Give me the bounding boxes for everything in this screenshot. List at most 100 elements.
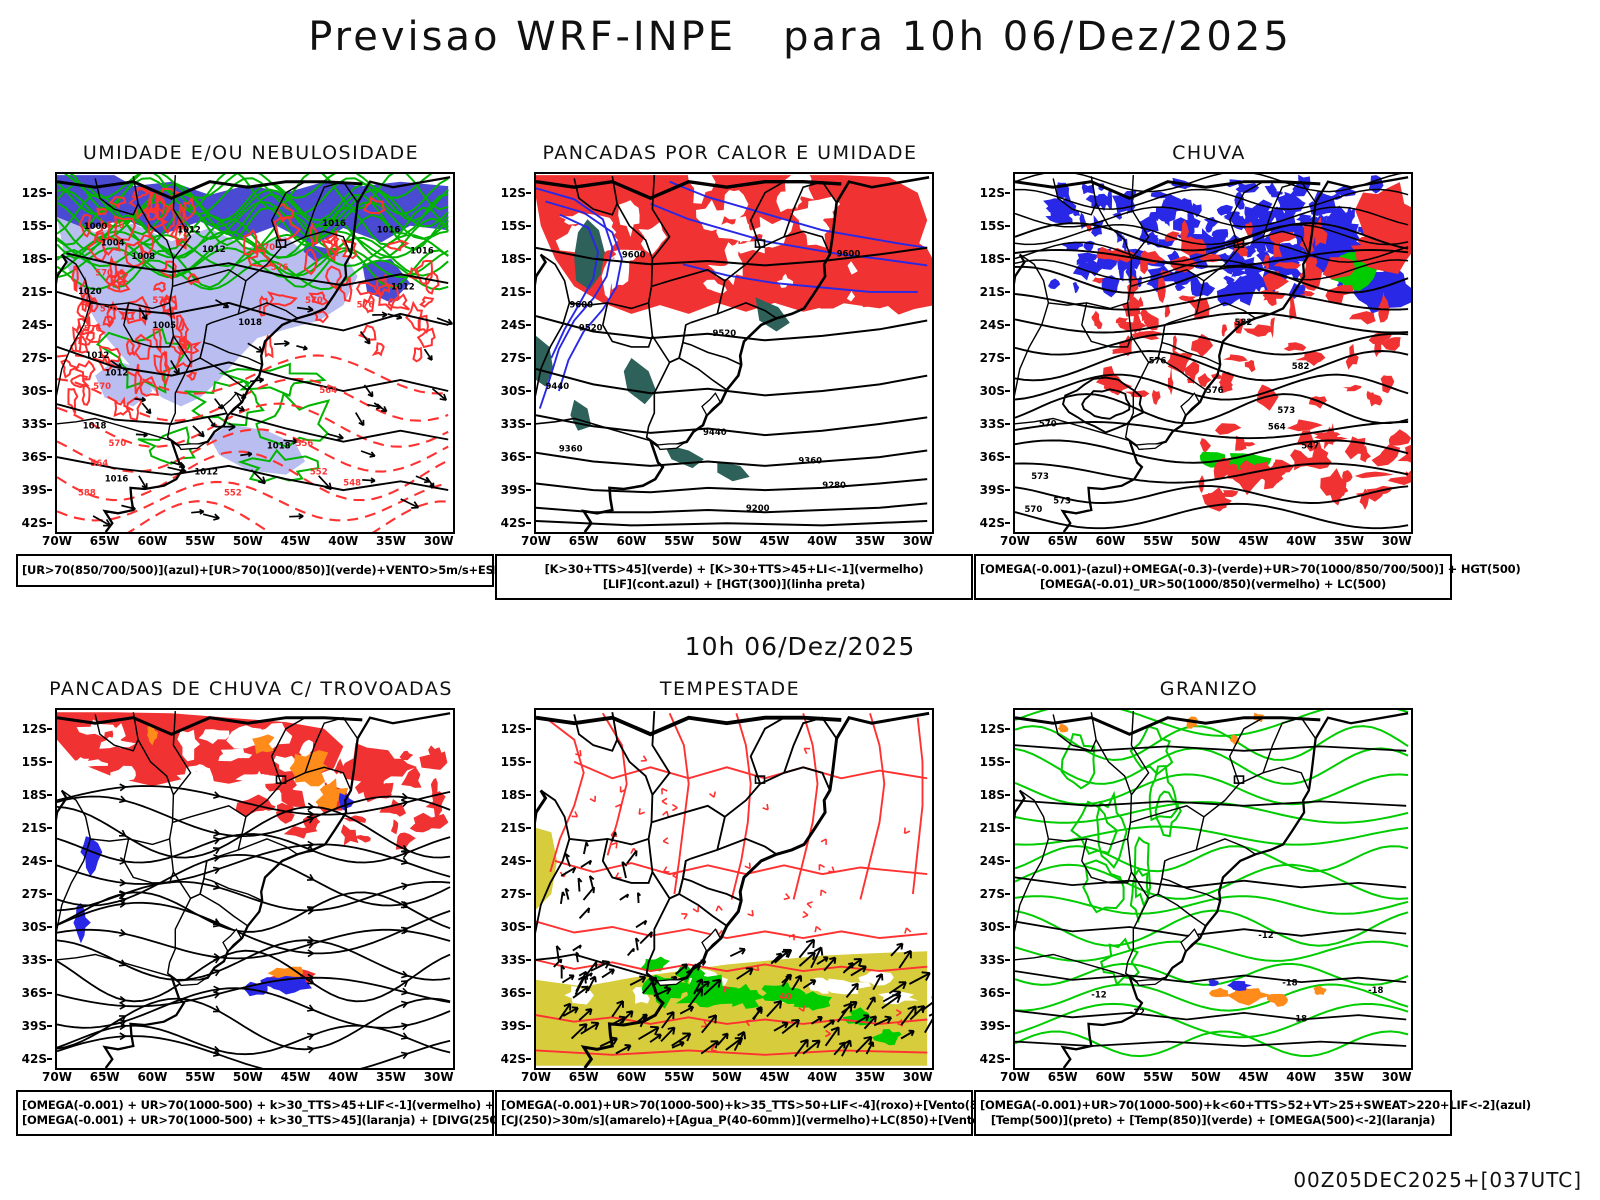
border-line xyxy=(716,230,831,315)
lagoon xyxy=(177,977,208,987)
longitude-tick-label: 65W xyxy=(568,534,599,548)
latitude-tick-label: 24S xyxy=(500,853,526,868)
temp850-contours xyxy=(1015,710,1409,1058)
border-line xyxy=(1124,324,1166,442)
map-canvas-umidade[interactable]: 1000 1004 1012 1016 1016 1012 1008 1005 1018 1012… xyxy=(55,172,455,534)
contour-label: 1004 xyxy=(101,239,125,249)
border-line xyxy=(1015,253,1050,397)
lagoon xyxy=(656,977,687,987)
panel-granizo[interactable]: GRANIZO 12S 15S 18S 21S 24S 27S 30S 33S 36S 39S 42S… xyxy=(966,678,1531,1168)
red-blob xyxy=(1256,384,1279,411)
latitude-tick xyxy=(1005,760,1010,763)
map-canvas-granizo[interactable]: -12 -12 -18 -18 -12 -18 xyxy=(1013,708,1413,1070)
map-canvas-chuva[interactable]: 582 582 576 570 573 573 570 564 547 573 576 xyxy=(1013,172,1413,534)
contour-label: -12 xyxy=(1258,931,1273,941)
border-line xyxy=(536,953,651,978)
panel-title-chuva: CHUVA xyxy=(1172,142,1246,164)
latitude-tick-label: 27S xyxy=(500,350,526,365)
isobar-contours xyxy=(57,252,449,492)
contour-label: 9360 xyxy=(559,445,583,455)
panel-pancadas-trovoadas[interactable]: PANCADAS DE CHUVA C/ TROVOADAS 12S 15S 18S 2… xyxy=(8,678,547,1168)
contour-label: 576 xyxy=(1206,386,1224,396)
border-line xyxy=(611,712,654,796)
legend-line: [OMEGA(-0.001) + UR>70(1000-500) + k>30_… xyxy=(22,1098,547,1112)
latitude-tick-label: 33S xyxy=(21,953,47,968)
map-canvas-tempestade[interactable]: 40 xyxy=(534,708,934,1070)
latitude-tick-label: 15S xyxy=(979,754,1005,769)
latitude-tick xyxy=(526,727,531,730)
longitude-tick-label: 50W xyxy=(711,534,742,548)
red-blob xyxy=(1215,423,1242,435)
panel-tempestade[interactable]: TEMPESTADE 12S 15S 18S 21S 24S 27S 30S 33S 36S 39S… xyxy=(487,678,1109,1168)
contour-label: 556 xyxy=(296,439,314,449)
latitude-tick-label: 39S xyxy=(21,483,47,498)
border-line xyxy=(749,181,785,249)
omega-blob xyxy=(1292,174,1311,197)
green-wind-blob xyxy=(731,983,766,1009)
streamlines xyxy=(57,785,451,1068)
red-blob xyxy=(1091,277,1105,284)
border-line xyxy=(199,893,249,927)
omega-blob xyxy=(1045,203,1070,219)
contour-label: 552 xyxy=(224,489,242,499)
contour-label: -18 xyxy=(1282,978,1297,988)
longitude-tick-label: 65W xyxy=(1047,534,1078,548)
red-thunder-blob xyxy=(340,824,359,846)
border-line xyxy=(237,766,352,851)
red-blob xyxy=(1103,376,1133,396)
contour-label: 564 xyxy=(319,386,337,396)
latitude-tick xyxy=(1005,859,1010,862)
latitude-tick xyxy=(526,826,531,829)
longitude-tick-label: 45W xyxy=(759,534,790,548)
legend-line: [Temp(500)](preto) + [Temp(850)](verde) … xyxy=(990,1113,1436,1127)
border-line xyxy=(94,714,139,752)
red-blob xyxy=(1243,326,1270,337)
red-blob xyxy=(1329,482,1345,506)
latitude-tick-label: 27S xyxy=(21,350,47,365)
red-blob xyxy=(1342,384,1362,392)
longitude-tick-label: 55W xyxy=(1143,534,1174,548)
omega-blob xyxy=(1251,276,1261,287)
contour-label: 576 xyxy=(271,263,289,273)
latitude-tick xyxy=(526,356,531,359)
red-blob xyxy=(1198,475,1205,494)
latitude-tick-label: 42S xyxy=(979,1052,1005,1067)
red-blob xyxy=(1359,488,1369,510)
longitude-axis: 70W 65W 60W 55W 50W 45W 40W 35W 30W xyxy=(42,1068,455,1088)
border-line xyxy=(211,302,298,324)
panel-pancadas-calor[interactable]: PANCADAS POR CALOR E UMIDADE 12S 15S 18S 21S… xyxy=(487,142,973,632)
longitude-axis: 70W 65W 60W 55W 50W 45W 40W 35W 30W xyxy=(42,532,455,552)
panel-chuva[interactable]: CHUVA 12S 15S 18S 21S 24S 27S 30S 33S 36S 39S 42S 58… xyxy=(966,142,1521,632)
omega-blob xyxy=(1234,191,1244,207)
red-blob xyxy=(1184,361,1200,385)
longitude-tick-label: 35W xyxy=(855,1070,885,1084)
latitude-tick xyxy=(47,257,52,260)
panel-umidade[interactable]: UMIDADE E/OU NEBULOSIDADE 12S 15S 18S 21S 24S… xyxy=(8,142,571,632)
red-blob xyxy=(1199,438,1211,453)
border-line xyxy=(94,178,139,216)
omega-blob xyxy=(1225,248,1243,279)
red-blob xyxy=(1382,337,1401,351)
red-blob xyxy=(1273,262,1302,269)
map-canvas-pancadas-trovoadas[interactable] xyxy=(55,708,455,1070)
contour-label: 9280 xyxy=(822,481,846,491)
orange-blob xyxy=(1313,985,1327,995)
border-line xyxy=(690,837,778,860)
map-svg-pancadas-calor: 9600 9600 9520 9520 9440 9440 9360 9360 9280 9200… xyxy=(536,174,932,532)
border-line xyxy=(132,712,175,796)
red-blob xyxy=(1345,343,1359,370)
longitude-tick-label: 55W xyxy=(1143,1070,1174,1084)
red-blob xyxy=(1220,371,1235,394)
map-canvas-pancadas-calor[interactable]: 9600 9600 9520 9520 9440 9440 9360 9360 9280 9200… xyxy=(534,172,934,534)
border-line xyxy=(1081,838,1133,884)
latitude-tick-label: 42S xyxy=(500,1052,526,1067)
latitude-tick-label: 12S xyxy=(500,185,526,200)
border-line xyxy=(1228,181,1264,249)
contour-label: 1016 xyxy=(377,225,401,235)
longitude-tick-label: 60W xyxy=(616,534,647,548)
omega-blob xyxy=(1328,193,1343,200)
amazon-north-border xyxy=(57,716,363,736)
latitude-axis: 12S 15S 18S 21S 24S 27S 30S 33S 36S 39S 42S xyxy=(487,708,531,1070)
longitude-tick-label: 50W xyxy=(711,1070,742,1084)
latitude-tick xyxy=(526,323,531,326)
